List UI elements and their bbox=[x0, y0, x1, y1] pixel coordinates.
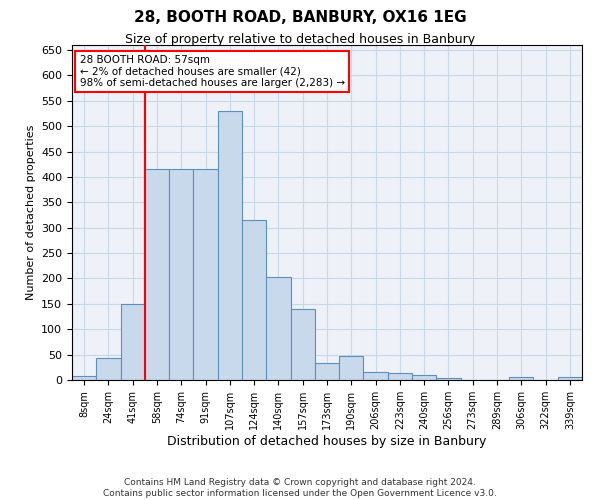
Bar bbox=[169, 170, 193, 380]
Bar bbox=[266, 278, 290, 380]
Y-axis label: Number of detached properties: Number of detached properties bbox=[26, 125, 35, 300]
Bar bbox=[388, 374, 412, 380]
Bar bbox=[315, 363, 339, 380]
Bar bbox=[242, 220, 266, 380]
X-axis label: Distribution of detached houses by size in Banbury: Distribution of detached houses by size … bbox=[167, 434, 487, 448]
Bar bbox=[509, 377, 533, 380]
Bar bbox=[193, 170, 218, 380]
Bar bbox=[436, 378, 461, 380]
Bar bbox=[96, 358, 121, 380]
Text: 28, BOOTH ROAD, BANBURY, OX16 1EG: 28, BOOTH ROAD, BANBURY, OX16 1EG bbox=[134, 10, 466, 25]
Bar bbox=[72, 376, 96, 380]
Bar bbox=[558, 377, 582, 380]
Text: 28 BOOTH ROAD: 57sqm
← 2% of detached houses are smaller (42)
98% of semi-detach: 28 BOOTH ROAD: 57sqm ← 2% of detached ho… bbox=[80, 55, 345, 88]
Bar bbox=[364, 372, 388, 380]
Bar bbox=[339, 356, 364, 380]
Text: Size of property relative to detached houses in Banbury: Size of property relative to detached ho… bbox=[125, 32, 475, 46]
Text: Contains HM Land Registry data © Crown copyright and database right 2024.
Contai: Contains HM Land Registry data © Crown c… bbox=[103, 478, 497, 498]
Bar bbox=[218, 111, 242, 380]
Bar bbox=[145, 170, 169, 380]
Bar bbox=[290, 309, 315, 380]
Bar bbox=[121, 304, 145, 380]
Bar bbox=[412, 376, 436, 380]
